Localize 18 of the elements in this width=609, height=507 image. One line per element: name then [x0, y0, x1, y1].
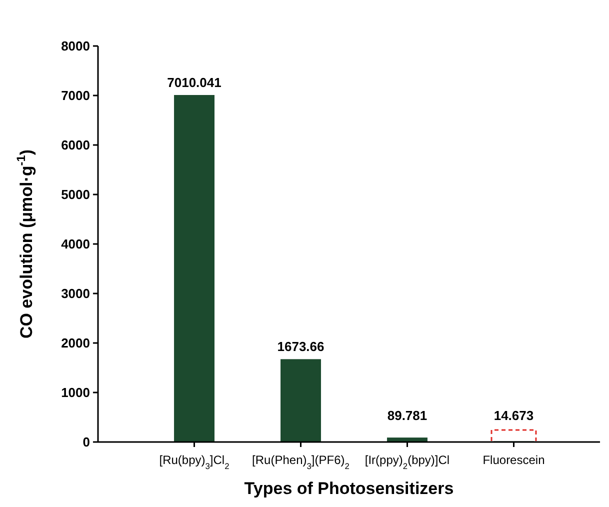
- x-tick-label: [Ir(ppy)$_{2}$(bpy)]Cl: [364, 453, 450, 471]
- y-tick-label: 8000: [61, 38, 90, 54]
- data-label: 7010.041: [167, 75, 222, 90]
- y-tick-label: 4000: [61, 236, 90, 252]
- y-tick-label: 2000: [61, 336, 90, 351]
- x-tick-label: [Ru(bpy)$_{3}$]Cl$_{2}$: [159, 453, 230, 471]
- y-tick-label: 6000: [61, 138, 90, 153]
- y-tick-label: 0: [82, 434, 90, 450]
- y-tick-label: 5000: [61, 187, 90, 202]
- data-label: 14.673: [494, 408, 534, 423]
- x-axis-title: Types of Photosensitizers: [244, 479, 454, 498]
- y-tick-label: 3000: [61, 286, 90, 302]
- y-tick-label: 1000: [61, 385, 90, 400]
- data-label: 1673.66: [277, 339, 324, 354]
- data-label: 89.781: [387, 408, 428, 423]
- x-tick-label: [Ru(Phen)$_{3}$](PF6)$_{2}$: [252, 453, 350, 471]
- x-tick-label: Fluorescein: [482, 453, 545, 467]
- y-tick-label: 7000: [61, 88, 90, 104]
